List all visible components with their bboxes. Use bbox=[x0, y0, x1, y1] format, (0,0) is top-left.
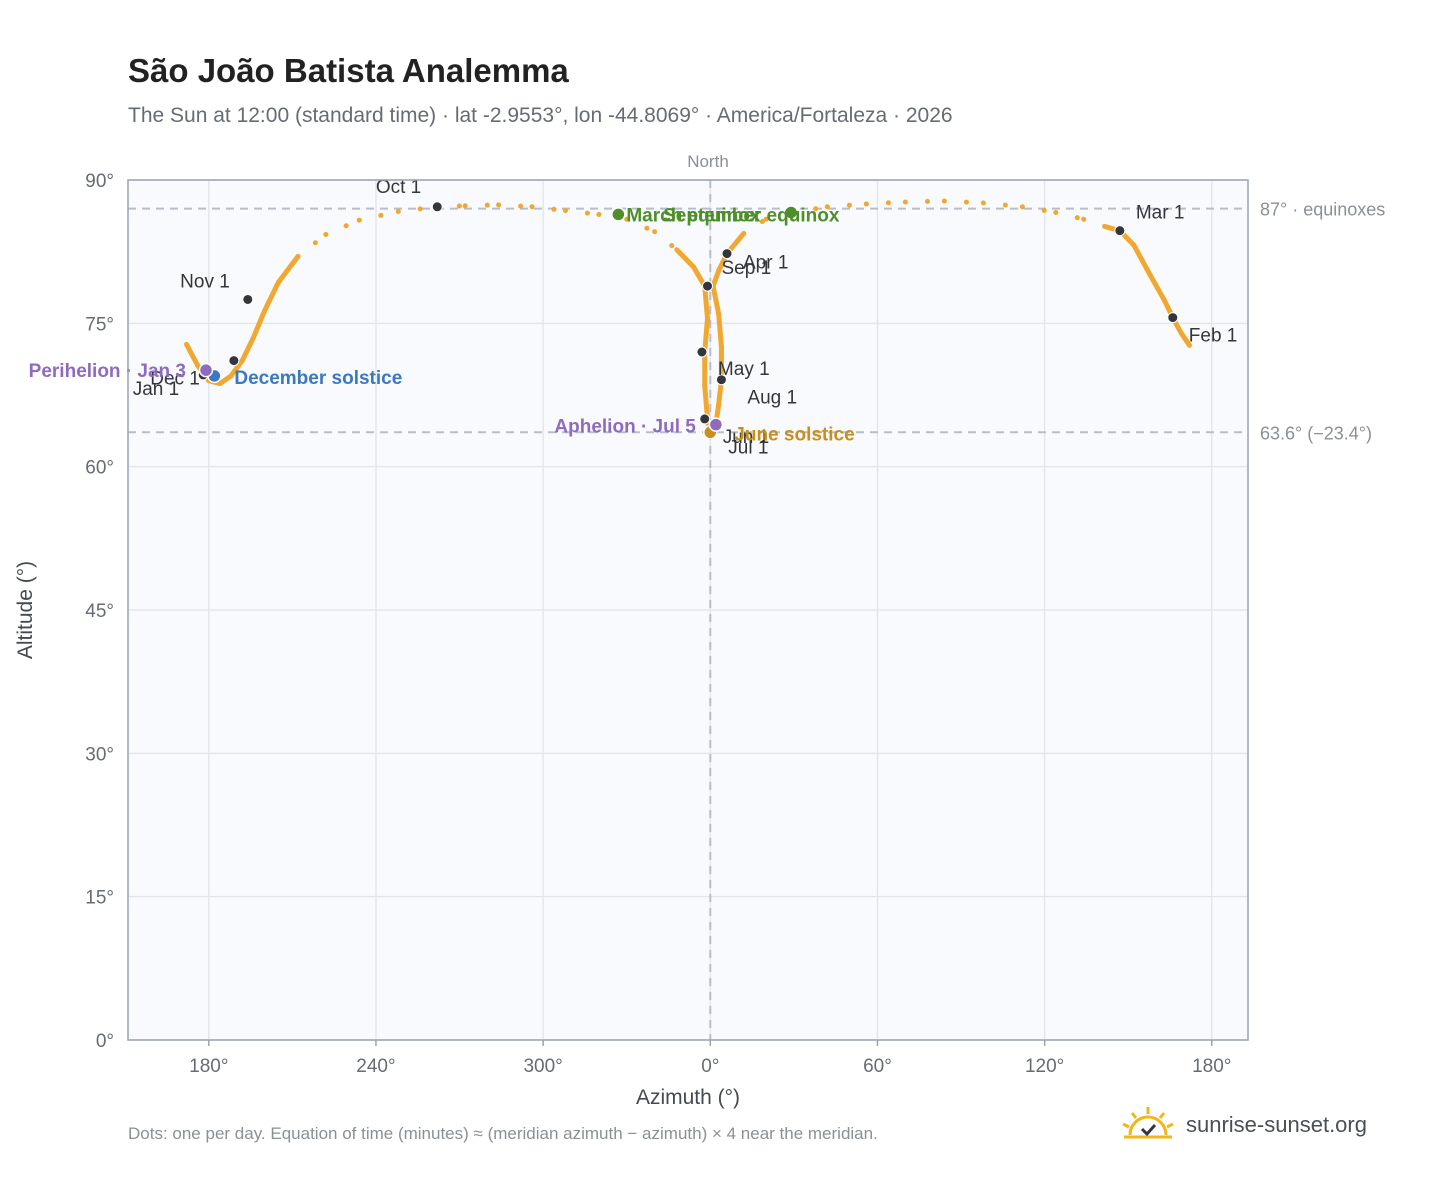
month-label: Jul 1 bbox=[728, 437, 768, 458]
month-label: Jan 1 bbox=[133, 379, 179, 400]
y-tick-label: 45° bbox=[85, 601, 114, 622]
analemma-segment bbox=[710, 268, 722, 289]
y-tick-label: 75° bbox=[85, 314, 114, 335]
y-tick-label: 15° bbox=[85, 888, 114, 909]
analemma-segment bbox=[262, 279, 281, 314]
event-marker bbox=[611, 207, 626, 222]
event-label: Perihelion · Jan 3 bbox=[29, 361, 186, 382]
analemma-segment bbox=[239, 335, 256, 364]
analemma-segment bbox=[674, 247, 697, 270]
month-label: Jun 1 bbox=[723, 427, 769, 448]
event-label: March equinox bbox=[626, 205, 761, 226]
brand-text: sunrise-sunset.org bbox=[1186, 1112, 1367, 1137]
event-marker bbox=[708, 417, 724, 432]
analemma-segment bbox=[1053, 209, 1087, 222]
axes: 0° 15° 30° 45° 60° 75° 90° 180° 240° 300° 0° 60° 120… bbox=[85, 171, 1231, 1077]
analemma-segment bbox=[434, 203, 468, 210]
month-marker bbox=[715, 374, 727, 386]
x-tick-label: 180° bbox=[1192, 1056, 1231, 1077]
page-title: São João Batista Analemma bbox=[128, 52, 569, 89]
reference-line-label: 63.6° (−23.4°) bbox=[1260, 423, 1372, 443]
month-label: Dec 1 bbox=[150, 369, 200, 390]
y-tick-label: 0° bbox=[96, 1031, 114, 1052]
analemma-segment bbox=[356, 209, 401, 223]
analemma-segment bbox=[1081, 216, 1109, 230]
month-label: Apr 1 bbox=[743, 253, 788, 274]
month-label: Aug 1 bbox=[747, 388, 797, 409]
brand-logo[interactable]: sunrise-sunset.org bbox=[1120, 1100, 1367, 1150]
y-tick-label: 30° bbox=[85, 744, 114, 765]
analemma-segment bbox=[741, 216, 769, 237]
month-label: Mar 1 bbox=[1136, 203, 1185, 224]
plot-frame bbox=[127, 179, 1249, 1041]
event-label: June solstice bbox=[734, 424, 854, 445]
x-tick-label: 0° bbox=[701, 1056, 719, 1077]
x-tick-label: 300° bbox=[523, 1056, 562, 1077]
month-marker bbox=[228, 355, 240, 367]
analemma-segment bbox=[710, 283, 722, 317]
analemma-segment bbox=[275, 253, 301, 285]
north-label: North bbox=[687, 152, 729, 171]
analemma-segment bbox=[1178, 330, 1192, 348]
event-marker bbox=[783, 205, 799, 220]
y-tick-label: 90° bbox=[85, 171, 114, 192]
month-label: May 1 bbox=[718, 359, 770, 380]
month-marker bbox=[242, 293, 254, 305]
reference-line-label: 87° · equinoxes bbox=[1260, 200, 1385, 220]
event-marker bbox=[198, 362, 214, 378]
analemma-segment bbox=[702, 316, 711, 355]
sunrise-check-icon bbox=[1122, 1107, 1174, 1139]
analemma-segment bbox=[702, 382, 711, 422]
month-marker bbox=[1167, 312, 1179, 324]
analemma-segment bbox=[716, 311, 724, 350]
x-axis-label: Azimuth (°) bbox=[636, 1086, 740, 1109]
x-tick-label: 60° bbox=[863, 1056, 892, 1077]
page-subtitle: The Sun at 12:00 (standard time) · lat -… bbox=[128, 104, 953, 127]
x-tick-label: 120° bbox=[1025, 1056, 1064, 1077]
x-tick-label: 180° bbox=[189, 1056, 228, 1077]
month-marker bbox=[721, 248, 733, 260]
y-axis-label: Altitude (°) bbox=[14, 561, 37, 659]
month-marker bbox=[696, 346, 708, 358]
footnote: Dots: one per day. Equation of time (min… bbox=[128, 1124, 878, 1143]
y-tick-label: 60° bbox=[85, 458, 114, 479]
month-marker bbox=[431, 201, 443, 213]
month-label: Nov 1 bbox=[180, 271, 230, 292]
month-label: Sep 1 bbox=[722, 258, 772, 279]
analemma-segment bbox=[228, 358, 245, 379]
reference-lines: 87° · equinoxes 63.6° (−23.4°) bbox=[128, 180, 1385, 1040]
month-marker bbox=[702, 280, 714, 292]
analemma-segment bbox=[395, 204, 440, 215]
event-label: Aphelion · Jul 5 bbox=[554, 417, 696, 438]
analemma-segment bbox=[702, 283, 711, 322]
month-label: Feb 1 bbox=[1189, 326, 1238, 347]
event-label: September equinox bbox=[663, 205, 840, 226]
month-label: Oct 1 bbox=[376, 177, 421, 198]
analemma-segment bbox=[250, 308, 268, 341]
analemma-segment bbox=[1147, 273, 1167, 303]
event-label: December solstice bbox=[234, 368, 402, 389]
analemma-segment bbox=[184, 341, 201, 368]
analemma-segment bbox=[691, 264, 708, 289]
x-tick-label: 240° bbox=[356, 1056, 395, 1077]
month-marker bbox=[699, 413, 711, 425]
analemma-segment bbox=[1131, 242, 1153, 279]
month-marker bbox=[1114, 225, 1126, 237]
analemma-segment bbox=[652, 229, 680, 253]
